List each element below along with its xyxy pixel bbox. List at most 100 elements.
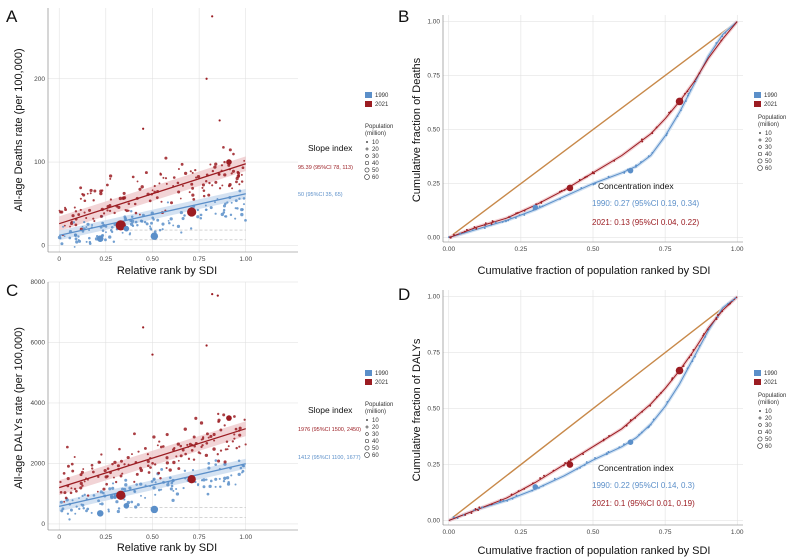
data-point-2021: [702, 334, 705, 337]
data-point-1990: [207, 466, 211, 470]
data-point-2021: [62, 472, 66, 475]
fit-line-1990: [59, 193, 246, 236]
data-point-2021: [138, 187, 142, 191]
x-tick-label: 0.00: [442, 529, 455, 536]
data-point-2021: [114, 480, 118, 484]
data-point-2021: [478, 506, 481, 509]
y-axis-label: All-age Deaths rate (per 100,000): [13, 48, 25, 211]
concentration-text-2021: 2021: 0.1 (95%CI 0.01, 0.19): [592, 499, 695, 508]
data-point-2021: [463, 230, 466, 233]
data-point-2021: [81, 484, 84, 487]
data-point-2021: [177, 459, 180, 462]
data-point-1990: [647, 155, 650, 157]
legend-size-marker: [364, 174, 370, 180]
x-tick-label: 0.25: [515, 246, 528, 253]
data-point-1990: [234, 207, 237, 210]
legend-pop-unit: (million): [758, 400, 779, 406]
data-point-1990: [716, 316, 719, 319]
data-point-2021: [212, 447, 216, 451]
data-point-1990: [553, 477, 556, 480]
data-point-large-1990: [150, 232, 159, 240]
legend-size-label: 10: [765, 131, 772, 137]
data-point-2021: [475, 227, 478, 230]
data-point-1990: [175, 492, 180, 496]
data-point-2021: [131, 175, 135, 179]
x-tick-label: 0.25: [515, 529, 528, 536]
data-point-2021: [105, 183, 109, 187]
data-point-1990: [124, 478, 128, 482]
data-point-1990: [226, 201, 229, 204]
data-point-2021: [191, 171, 194, 174]
concentration-text-2021: 2021: 0.13 (95%CI 0.04, 0.22): [592, 218, 700, 227]
data-point-2021: [231, 187, 234, 190]
data-point-2021: [113, 476, 115, 479]
data-point-2021: [238, 183, 241, 186]
x-axis-label: Cumulative fraction of population ranked…: [478, 265, 711, 277]
data-point-2021: [226, 448, 229, 451]
data-point-2021: [591, 172, 594, 175]
data-point-1990: [170, 481, 174, 485]
legend-pop-title: Population: [758, 115, 786, 121]
legend-b: 1990 2021 Population (million) 102030405…: [754, 92, 786, 172]
data-point-2021: [212, 432, 216, 437]
data-point-large-2021: [187, 475, 196, 484]
data-point-2021: [142, 326, 145, 329]
data-point-2021: [184, 452, 187, 456]
data-point-1990: [136, 224, 139, 227]
data-point-1990: [75, 505, 78, 508]
data-point-2021: [559, 190, 561, 193]
data-point-2021: [236, 174, 240, 178]
data-point-1990: [542, 484, 545, 487]
data-point-1990: [214, 459, 218, 462]
data-point-2021: [671, 377, 674, 380]
data-point-2021: [191, 193, 195, 197]
data-point-1990: [734, 297, 737, 300]
data-point-2021: [165, 432, 169, 437]
data-point-2021: [698, 72, 701, 75]
data-point-1990: [110, 230, 114, 234]
data-point-1990: [685, 100, 687, 102]
data-point-1990: [101, 221, 105, 225]
data-point-2021: [195, 176, 198, 179]
data-point-1990: [157, 488, 161, 492]
data-point-1990: [623, 171, 626, 173]
legend-size-marker: [364, 160, 370, 166]
y-tick-label: 0: [41, 521, 45, 528]
data-point-1990: [68, 236, 72, 240]
data-point-1990: [220, 212, 225, 217]
data-point-2021: [629, 419, 632, 421]
data-point-2021: [655, 396, 658, 398]
data-point-1990: [115, 500, 119, 504]
data-point-2021: [470, 512, 473, 514]
legend-size-marker: [364, 445, 370, 451]
x-tick-label: 0.75: [193, 534, 206, 541]
data-point-2021: [106, 467, 110, 470]
data-point-2021: [625, 424, 628, 427]
data-point-2021: [75, 489, 78, 493]
data-point-2021: [216, 453, 219, 456]
data-point-1990: [501, 221, 504, 223]
data-point-1990: [111, 486, 115, 490]
y-tick-label: 4000: [31, 400, 46, 407]
data-point-1990: [208, 484, 212, 489]
data-point-1990: [71, 499, 74, 502]
data-point-1990: [129, 222, 134, 226]
data-point-2021: [70, 487, 73, 490]
data-point-2021: [222, 413, 226, 417]
panel-label-a: A: [6, 7, 18, 26]
data-point-2021: [83, 199, 87, 203]
data-point-1990: [242, 203, 246, 206]
data-point-2021: [71, 214, 75, 218]
data-point-2021: [634, 416, 637, 419]
data-point-1990: [219, 485, 222, 489]
data-point-1990: [81, 503, 85, 507]
data-point-1990: [666, 401, 669, 403]
y-tick-label: 0.00: [427, 518, 440, 525]
data-point-1990: [108, 487, 112, 491]
data-point-1990: [623, 443, 625, 446]
data-point-2021: [184, 171, 188, 176]
equality-line: [448, 20, 738, 239]
data-point-1990: [99, 490, 103, 494]
legend-size-label: 10: [372, 418, 379, 424]
data-point-1990: [130, 209, 133, 213]
